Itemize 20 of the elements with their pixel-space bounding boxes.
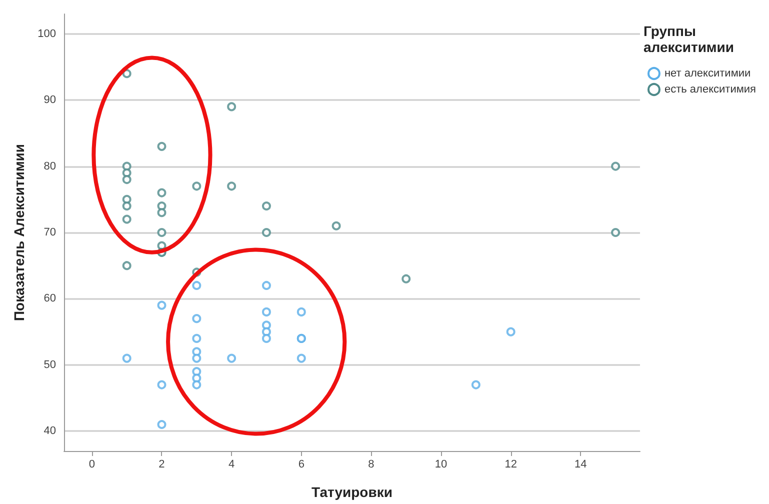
x-tick-label: 8 (368, 458, 374, 470)
x-tick-label: 14 (574, 458, 587, 470)
y-tick-label: 70 (44, 226, 56, 238)
x-tick-label: 10 (434, 458, 448, 470)
x-tick-label: 2 (158, 458, 165, 470)
y-tick-label: 90 (44, 94, 56, 106)
legend-label: есть алекситимия (664, 84, 756, 96)
y-tick-label: 50 (44, 358, 56, 371)
x-tick-label: 12 (504, 458, 517, 470)
y-tick-label: 100 (38, 28, 56, 40)
legend-label: нет алекситимии (664, 68, 751, 80)
y-tick-label: 40 (44, 425, 56, 438)
x-tick-label: 4 (228, 458, 235, 470)
x-tick-label: 0 (88, 458, 95, 470)
y-axis-title: Показатель Алекситимии (11, 144, 27, 322)
x-axis-title: Татуировки (312, 484, 392, 500)
x-tick-label: 6 (298, 458, 304, 470)
y-tick-label: 80 (44, 160, 56, 172)
y-tick-label: 60 (44, 292, 56, 305)
legend-title: Группы алекситимии (643, 23, 734, 55)
